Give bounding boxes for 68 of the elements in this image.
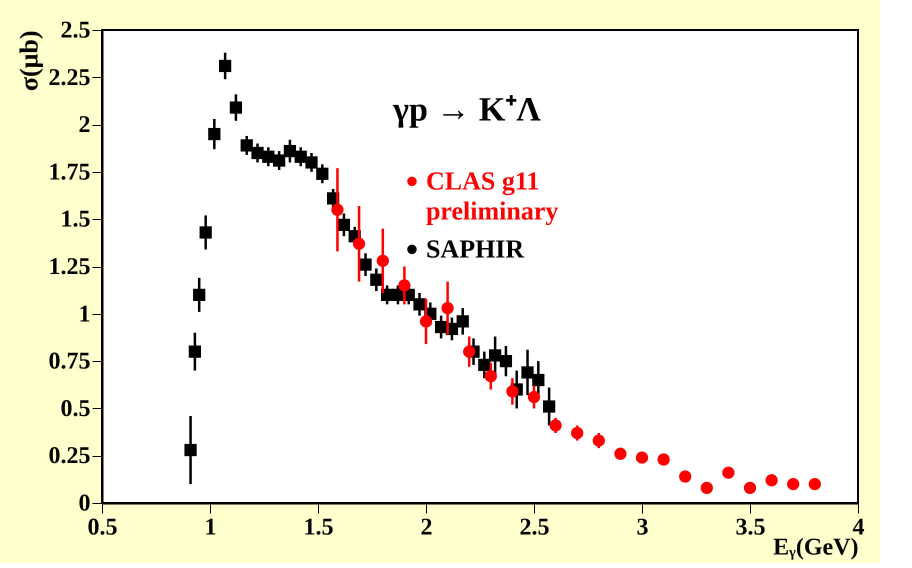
y-axis-title: σ(μb) [14, 30, 44, 92]
y-tick-label: 0.75 [48, 348, 90, 375]
x-tick-label: 3.5 [736, 514, 766, 540]
x-tick-label: 3 [636, 514, 648, 540]
point [305, 156, 318, 169]
y-tick-label: 2.25 [48, 64, 90, 91]
point [808, 478, 821, 490]
point [506, 385, 519, 398]
point [441, 302, 454, 314]
point [592, 434, 605, 447]
point [284, 144, 296, 158]
x-tick-label: 2 [420, 514, 432, 540]
x-tick-label: 1 [204, 514, 216, 540]
point [614, 448, 627, 460]
point [294, 150, 307, 163]
point [500, 354, 512, 368]
point [478, 358, 490, 372]
x-tick-label: 1.5 [304, 514, 334, 540]
point [636, 451, 648, 464]
point [262, 150, 274, 163]
text: γp → K⁺Λ [392, 91, 542, 128]
legend-label: SAPHIR [426, 234, 524, 264]
y-tick-label: 0 [78, 490, 90, 516]
point [657, 453, 670, 466]
point [230, 101, 242, 114]
y-tick-label: 2.5 [60, 18, 90, 44]
point [542, 400, 556, 413]
point [700, 482, 713, 494]
point [316, 168, 328, 180]
point [193, 288, 206, 302]
point [352, 238, 366, 250]
point [413, 298, 426, 310]
point [338, 218, 350, 231]
point [549, 419, 562, 432]
point [184, 444, 197, 456]
y-tick-label: 1.25 [48, 254, 90, 280]
y-tick-label: 1.75 [48, 159, 90, 186]
legend-label: CLAS g11 preliminary [426, 166, 558, 226]
point [532, 374, 544, 386]
point [571, 426, 584, 440]
point [722, 466, 735, 479]
point [463, 346, 476, 358]
point [398, 279, 411, 292]
point [488, 349, 502, 362]
y-tick-label: 1.5 [60, 206, 90, 233]
point [218, 60, 232, 72]
point [521, 366, 534, 379]
point [240, 139, 253, 152]
point [272, 154, 286, 167]
point [420, 315, 432, 328]
point [200, 226, 212, 239]
y-tick-label: 0.25 [48, 443, 90, 470]
x-tick-label: 2.5 [520, 514, 550, 540]
point [765, 474, 778, 486]
point [208, 128, 220, 140]
point [787, 478, 800, 490]
y-tick-label: 2 [78, 112, 90, 138]
point [528, 390, 540, 404]
point [679, 470, 692, 483]
point [456, 315, 469, 328]
point [376, 254, 389, 267]
point [484, 370, 497, 382]
point [744, 482, 756, 494]
point [331, 204, 344, 216]
y-tick-label: 0.5 [60, 396, 90, 422]
point [370, 274, 382, 286]
y-tick-label: 1 [78, 301, 90, 328]
point [188, 346, 202, 358]
